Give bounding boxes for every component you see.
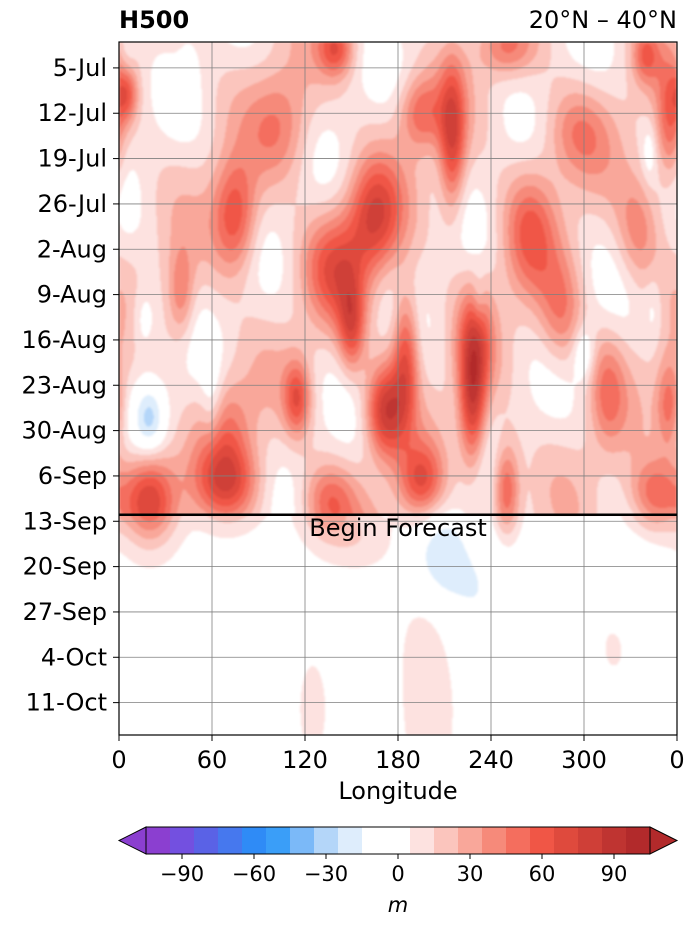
colorbar-swatch xyxy=(506,827,531,854)
colorbar-tick-label: −30 xyxy=(304,862,348,886)
colorbar: −90 −60 −30 0 30 60 90 m xyxy=(117,826,679,917)
y-tick-label: 11-Oct xyxy=(26,689,107,717)
colorbar-swatch xyxy=(338,827,363,854)
colorbar-swatch xyxy=(482,827,507,854)
colorbar-swatch xyxy=(266,827,291,854)
colorbar-extend-min xyxy=(117,826,147,855)
colorbar-swatch xyxy=(626,827,651,854)
colorbar-swatch xyxy=(146,827,171,854)
x-tick-label: 240 xyxy=(468,746,514,774)
forecast-annotation: Begin Forecast xyxy=(119,513,677,542)
x-tick-label: 0 xyxy=(111,746,126,774)
colorbar-swatch xyxy=(314,827,339,854)
y-tick-label: 23-Aug xyxy=(21,371,107,399)
x-axis-label: Longitude xyxy=(338,777,457,805)
colorbar-swatch xyxy=(194,827,219,854)
colorbar-tick-label: −60 xyxy=(232,862,276,886)
x-tick-label: 180 xyxy=(375,746,421,774)
x-axis: 0 60 120 180 240 300 0 Longitude xyxy=(111,735,685,805)
colorbar-label: m xyxy=(388,893,408,917)
colorbar-swatch xyxy=(242,827,267,854)
y-tick-label: 5-Jul xyxy=(53,54,107,82)
y-tick-label: 2-Aug xyxy=(37,235,107,263)
y-tick-label: 30-Aug xyxy=(21,417,107,445)
y-tick-label: 6-Sep xyxy=(38,462,107,490)
y-tick-label: 19-Jul xyxy=(38,145,108,173)
y-tick-label: 4-Oct xyxy=(41,643,107,671)
colorbar-tick-label: 30 xyxy=(457,862,484,886)
x-tick-label: 300 xyxy=(561,746,607,774)
colorbar-tick-label: −90 xyxy=(160,862,204,886)
colorbar-swatch xyxy=(578,827,603,854)
colorbar-swatch xyxy=(290,827,315,854)
colorbar-extend-max xyxy=(649,826,679,855)
colorbar-swatch xyxy=(458,827,483,854)
colorbar-swatch xyxy=(218,827,243,854)
x-tick-label: 0 xyxy=(669,746,684,774)
colorbar-tick-label: 0 xyxy=(391,862,404,886)
colorbar-swatch xyxy=(362,827,387,854)
colorbar-swatch xyxy=(602,827,627,854)
colorbar-swatch xyxy=(410,827,435,854)
x-tick-label: 60 xyxy=(197,746,228,774)
y-tick-label: 9-Aug xyxy=(37,281,107,309)
forecast-label: Begin Forecast xyxy=(309,514,487,542)
y-tick-label: 13-Sep xyxy=(23,507,107,535)
colorbar-swatch xyxy=(554,827,579,854)
y-tick-label: 12-Jul xyxy=(38,99,108,127)
colorbar-swatch xyxy=(434,827,459,854)
chart-subtitle: 20°N – 40°N xyxy=(528,6,677,34)
y-tick-label: 27-Sep xyxy=(23,598,107,626)
colorbar-swatch xyxy=(170,827,195,854)
x-tick-label: 120 xyxy=(282,746,328,774)
colorbar-swatch xyxy=(530,827,555,854)
colorbar-tick-label: 90 xyxy=(601,862,628,886)
y-tick-label: 20-Sep xyxy=(23,553,107,581)
y-axis: 5-Jul 12-Jul 19-Jul 26-Jul 2-Aug 9-Aug 16-Aug 2… xyxy=(21,54,119,717)
chart-title: H500 xyxy=(119,6,190,34)
y-tick-label: 16-Aug xyxy=(21,326,107,354)
colorbar-tick-label: 60 xyxy=(529,862,556,886)
y-tick-label: 26-Jul xyxy=(38,190,108,218)
colorbar-swatch xyxy=(386,827,411,854)
